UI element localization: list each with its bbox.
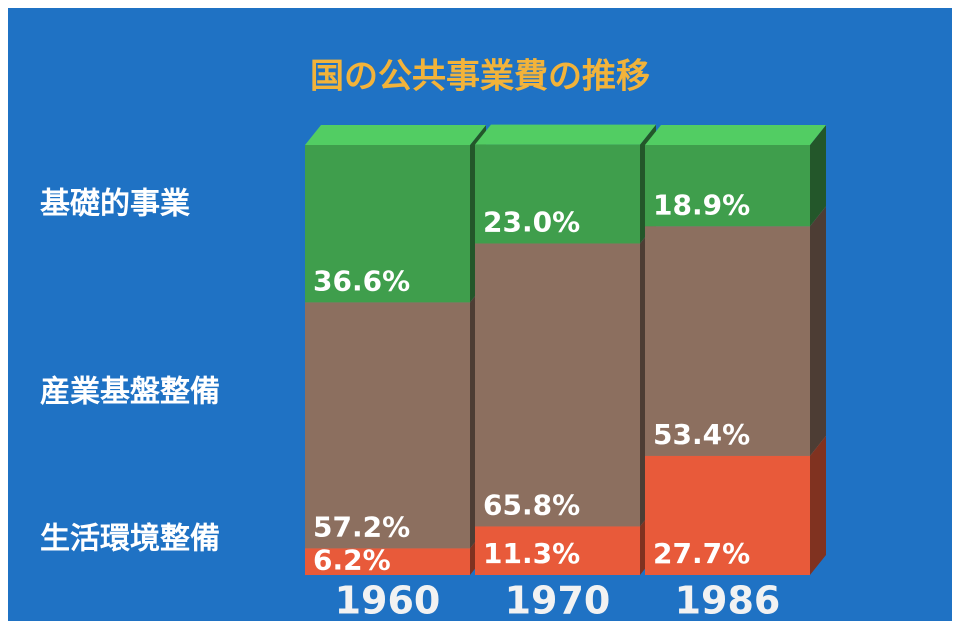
value-label: 23.0% [483,205,580,238]
value-label: 57.2% [313,510,410,543]
x-tick-label: 1986 [675,579,781,623]
bar [475,144,640,244]
value-label: 6.2% [313,544,391,577]
x-tick-label: 1970 [505,579,611,623]
bar [475,243,640,527]
bar [305,302,470,549]
value-label: 53.4% [653,418,750,451]
bar-side [810,435,826,575]
legend-label: 産業基盤整備 [40,375,220,410]
x-tick-label: 1960 [335,579,441,623]
bar-top [645,125,826,145]
value-label: 18.9% [653,188,750,221]
legend-label: 基礎的事業 [40,187,190,222]
value-label: 36.6% [313,264,410,297]
value-label: 65.8% [483,488,580,521]
bar [475,526,640,575]
legend-label: 生活環境整備 [40,522,220,557]
bar-top [475,124,656,145]
bar [645,455,810,575]
chart-title: 国の公共事業費の推移 [310,57,650,97]
value-label: 27.7% [653,537,750,570]
bar [305,145,470,303]
bar [305,548,470,575]
bar-side [810,125,826,227]
value-label: 11.3% [483,537,580,570]
bar [645,145,810,227]
bar-top [305,125,486,145]
bar-side [810,206,826,456]
bar [645,226,810,456]
